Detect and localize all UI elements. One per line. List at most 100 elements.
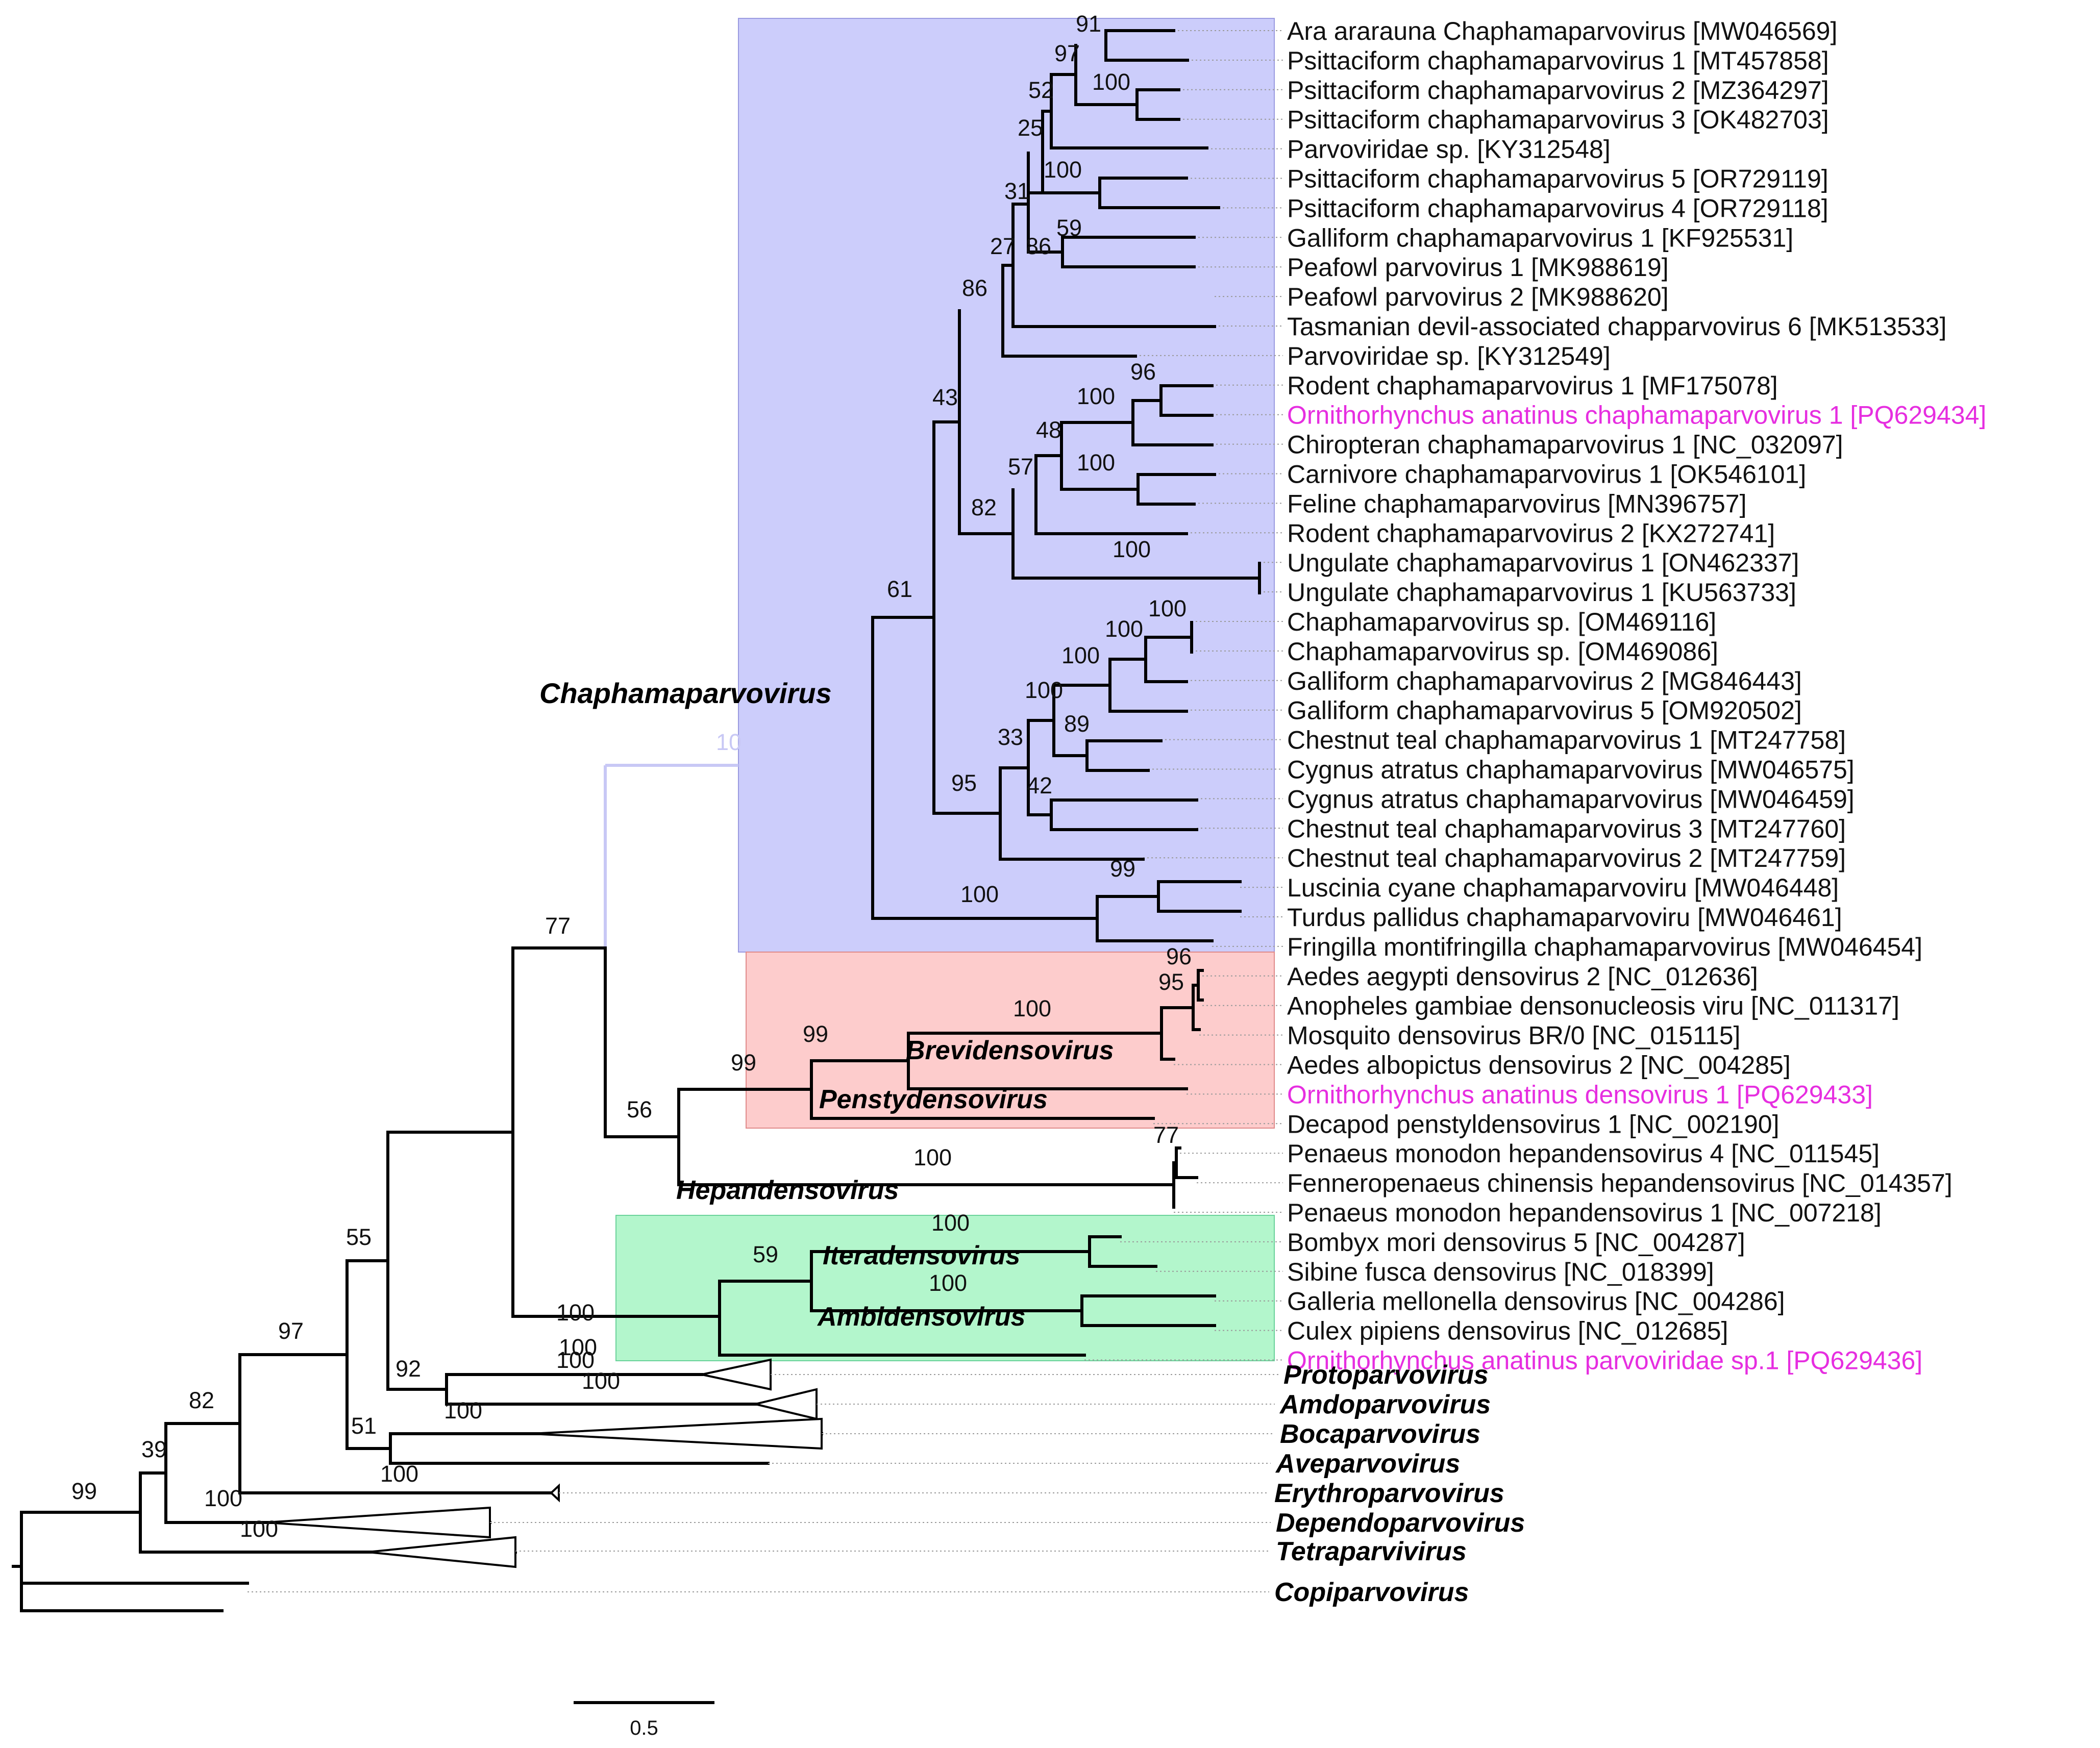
branch xyxy=(810,1032,1188,1090)
taxon-label: Chestnut teal chaphamaparvovirus 3 [MT24… xyxy=(1287,814,1846,843)
branch xyxy=(1001,264,1137,358)
support-value: 31 xyxy=(1004,178,1030,204)
support-value: 97 xyxy=(278,1318,304,1344)
clade-label-iteradensovirus: Iteradensovirus xyxy=(823,1241,1020,1270)
support-value: 10 xyxy=(716,729,742,755)
chaphamaparvovirus-clade-box xyxy=(738,18,1275,953)
taxon-label: Aedes albopictus densovirus 2 [NC_004285… xyxy=(1287,1051,1791,1080)
taxon-label: Galliform chaphamaparvovirus 1 [KF925531… xyxy=(1287,223,1793,252)
branch xyxy=(1131,384,1214,417)
support-value: 100 xyxy=(1105,616,1143,642)
support-value: 82 xyxy=(189,1387,214,1413)
support-value: 100 xyxy=(556,1300,595,1326)
genus-label-aveparvovirus: Aveparvovirus xyxy=(1275,1449,1460,1479)
taxon-label: Anopheles gambiae densonucleosis viru [N… xyxy=(1287,992,1899,1020)
support-value: 33 xyxy=(998,724,1023,750)
branch xyxy=(1096,880,1242,913)
collapsed-triangles xyxy=(265,1358,823,1568)
collapsed-triangle-tetraparvivirus xyxy=(367,1536,516,1568)
branch xyxy=(1027,110,1053,194)
taxon-label: Fringilla montifringilla chaphamaparvovi… xyxy=(1287,933,1922,961)
support-value: 91 xyxy=(1076,11,1101,37)
support-value: 86 xyxy=(1026,233,1051,259)
support-value: 100 xyxy=(1148,595,1187,621)
branch xyxy=(1074,88,1180,121)
support-value: 95 xyxy=(951,770,977,796)
support-value: 95 xyxy=(1158,969,1184,995)
genus-label-erythroparvovirus: Erythroparvovirus xyxy=(1274,1479,1504,1508)
taxon-label: Tasmanian devil-associated chapparvoviru… xyxy=(1287,312,1946,341)
faded-branch xyxy=(604,764,738,948)
support-value: 59 xyxy=(753,1241,778,1267)
support-value: 48 xyxy=(1036,417,1061,443)
support-value: 100 xyxy=(559,1334,597,1360)
support-value: 96 xyxy=(1166,943,1192,969)
taxon-label: Chestnut teal chaphamaparvovirus 2 [MT24… xyxy=(1287,844,1846,872)
taxon-label: Galliform chaphamaparvovirus 5 [OM920502… xyxy=(1287,696,1802,725)
support-value: 100 xyxy=(929,1270,967,1296)
support-value: 100 xyxy=(1077,383,1115,409)
taxon-label: Cygnus atratus chaphamaparvovirus [MW046… xyxy=(1287,756,1855,784)
branch xyxy=(1027,684,1111,757)
genus-label-amdoparvovirus: Amdoparvovirus xyxy=(1279,1390,1491,1419)
support-value: 100 xyxy=(960,881,999,907)
collapsed-triangle-dependoparvovirus xyxy=(265,1506,491,1539)
taxon-label: Bombyx mori densovirus 5 [NC_004287] xyxy=(1287,1228,1745,1257)
branch xyxy=(604,946,680,1186)
genus-label-tetraparvivirus: Tetraparvivirus xyxy=(1276,1537,1467,1566)
genus-label-copiparvovirus: Copiparvovirus xyxy=(1274,1578,1469,1607)
support-value: 27 xyxy=(990,233,1016,259)
branch xyxy=(1074,29,1189,62)
support-value: 100 xyxy=(913,1144,952,1170)
branch xyxy=(871,616,935,920)
branch xyxy=(1011,562,1261,594)
taxon-label: Chaphamaparvovirus sp. [OM469086] xyxy=(1287,637,1718,666)
support-value: 59 xyxy=(1056,215,1082,241)
clade-label-brevidensovirus: Brevidensovirus xyxy=(906,1036,1114,1065)
taxon-label: Psittaciform chaphamaparvovirus 3 [OK482… xyxy=(1287,106,1829,134)
scale-bar-label: 0.5 xyxy=(630,1717,658,1739)
support-value: 100 xyxy=(582,1368,620,1394)
branch xyxy=(164,1353,553,1494)
taxon-label: Luscinia cyane chaphamaparvoviru [MW0464… xyxy=(1287,873,1839,902)
support-value: 96 xyxy=(1130,359,1156,385)
branch xyxy=(238,1131,514,1450)
taxon-label: Peafowl parvovirus 1 [MK988619] xyxy=(1287,253,1669,282)
taxon-label: Chaphamaparvovirus sp. [OM469116] xyxy=(1287,608,1716,636)
collapsed-triangle-erythroparvovirus xyxy=(550,1483,560,1503)
branch xyxy=(1027,798,1198,831)
collapsed-triangle-protoparvovirus xyxy=(701,1358,772,1391)
support-value: 39 xyxy=(141,1436,167,1462)
brevidensovirus-clade-box xyxy=(746,952,1275,1129)
branch xyxy=(677,1146,1198,1209)
taxon-label: Feline chaphamaparvovirus [MN396757] xyxy=(1287,489,1747,518)
tree-branches xyxy=(12,29,1261,1612)
taxon-label: Parvoviridae sp. [KY312548] xyxy=(1287,135,1611,164)
taxon-label: Culex pipiens densovirus [NC_012685] xyxy=(1287,1317,1728,1345)
taxon-label: Penaeus monodon hepandensovirus 4 [NC_01… xyxy=(1287,1139,1880,1168)
support-value: 89 xyxy=(1064,711,1090,737)
branch xyxy=(999,719,1145,861)
clade-label-hepandensovirus: Hepandensovirus xyxy=(676,1176,899,1205)
taxon-label: Ornithorhynchus anatinus parvoviridae sp… xyxy=(1287,1346,1922,1375)
taxon-label: Fenneropenaeus chinensis hepandensovirus… xyxy=(1287,1169,1953,1197)
taxon-label: Ungulate chaphamaparvovirus 1 [ON462337] xyxy=(1287,548,1799,577)
taxon-label: Sibine fusca densovirus [NC_018399] xyxy=(1287,1258,1714,1286)
branch xyxy=(386,1373,798,1406)
branch xyxy=(12,1511,249,1612)
support-value: 100 xyxy=(1113,536,1151,562)
support-value: 82 xyxy=(971,494,997,520)
taxon-label: Ungulate chaphamaparvovirus 1 [KU563733] xyxy=(1287,578,1796,607)
genus-label-bocaparvovirus: Bocaparvovirus xyxy=(1280,1419,1480,1449)
support-value: 97 xyxy=(1054,40,1080,66)
support-value: 100 xyxy=(556,1347,595,1373)
branch xyxy=(1052,739,1163,772)
leader-lines xyxy=(1084,30,1283,1361)
taxon-label: Psittaciform chaphamaparvovirus 4 [OR729… xyxy=(1287,194,1829,222)
taxon-label: Parvoviridae sp. [KY312549] xyxy=(1287,342,1611,370)
clade-label-penstydensovirus: Penstydensovirus xyxy=(819,1085,1048,1114)
support-value: 55 xyxy=(346,1224,372,1250)
branch xyxy=(1027,236,1196,268)
